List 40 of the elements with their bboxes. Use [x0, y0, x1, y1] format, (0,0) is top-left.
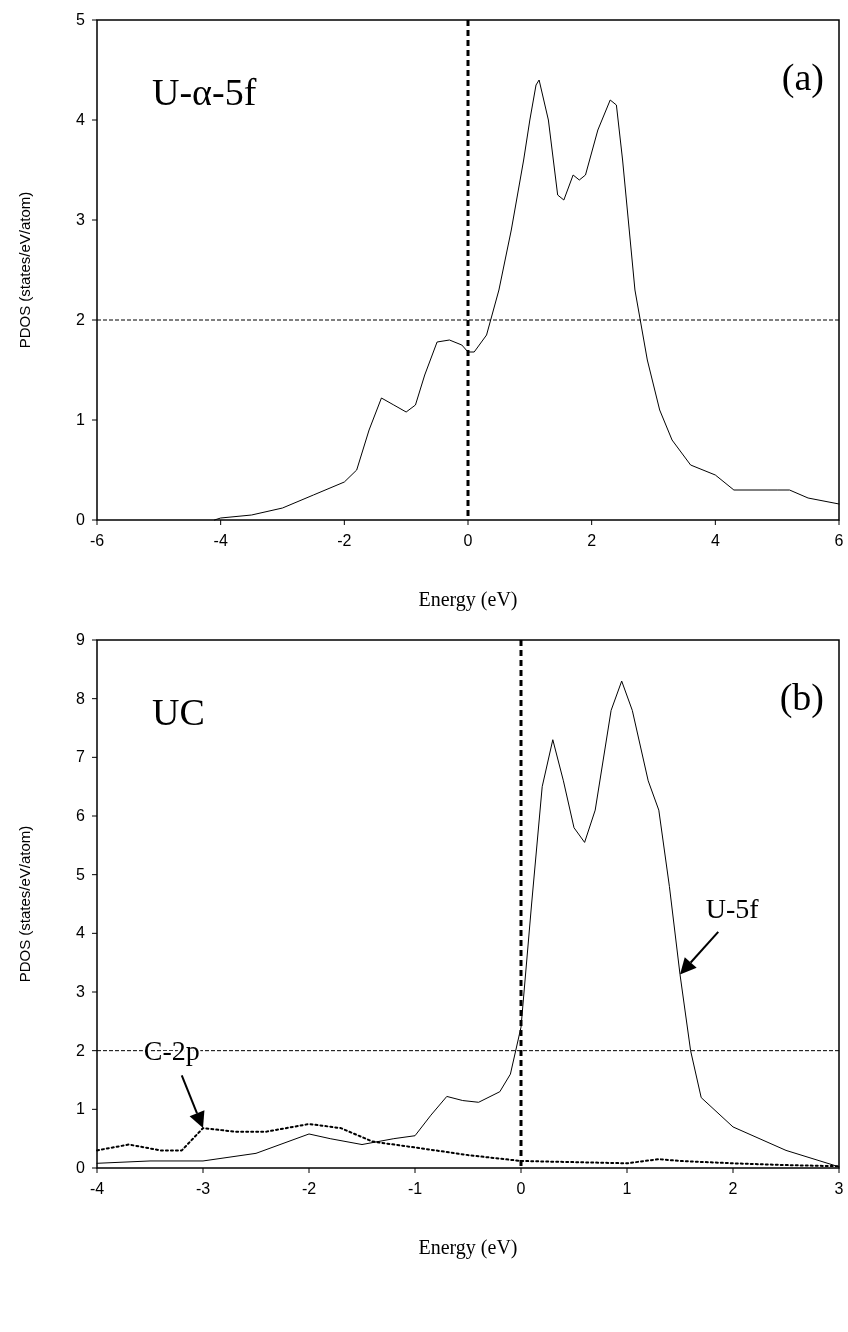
x-tick-label: -2 [301, 1180, 317, 1197]
y-tick-label: 5 [76, 11, 86, 28]
y-tick-label: 3 [76, 983, 86, 1000]
x-tick-label: -4 [213, 532, 228, 549]
x-tick-label: 0 [516, 1180, 526, 1197]
x-tick-label: 1 [622, 1180, 632, 1197]
x-axis-title: Energy (eV) [418, 1236, 518, 1259]
x-axis-title: Energy (eV) [418, 588, 518, 611]
y-tick-label: 3 [76, 211, 86, 228]
x-tick-label: 2 [728, 1180, 738, 1197]
y-tick-label: 2 [76, 1041, 86, 1059]
y-axis-title: PDOS (states/eV/atom) [16, 191, 33, 349]
annotation: UC [152, 691, 205, 733]
annotation: (b) [779, 676, 824, 719]
x-tick-label: 6 [834, 532, 844, 549]
y-tick-label: 9 [76, 631, 86, 648]
y-tick-label: 1 [76, 1100, 86, 1118]
y-tick-label: 7 [76, 748, 86, 766]
y-tick-label: 1 [76, 411, 86, 428]
x-tick-label: 0 [463, 532, 473, 549]
annotation: U-α-5f [152, 71, 257, 113]
x-tick-label: -6 [89, 532, 105, 549]
y-tick-label: 0 [76, 1159, 86, 1176]
x-tick-label: 4 [710, 532, 720, 549]
x-tick-label: 2 [587, 532, 597, 549]
y-tick-label: 8 [76, 689, 86, 707]
y-tick-label: 2 [76, 311, 86, 328]
y-axis-title: PDOS (states/eV/atom) [16, 825, 33, 983]
y-tick-label: 5 [76, 865, 86, 883]
y-tick-label: 4 [76, 111, 86, 128]
y-tick-label: 6 [76, 807, 86, 824]
y-tick-label: 0 [76, 511, 86, 528]
x-tick-label: -2 [337, 532, 352, 549]
x-tick-label: -3 [195, 1180, 211, 1197]
annotation: (a) [781, 56, 824, 99]
y-tick-label: 4 [76, 924, 86, 942]
x-tick-label: 3 [834, 1180, 844, 1197]
x-tick-label: -1 [407, 1180, 423, 1197]
annotation: U-5f [705, 893, 760, 925]
x-tick-label: -4 [89, 1180, 105, 1197]
